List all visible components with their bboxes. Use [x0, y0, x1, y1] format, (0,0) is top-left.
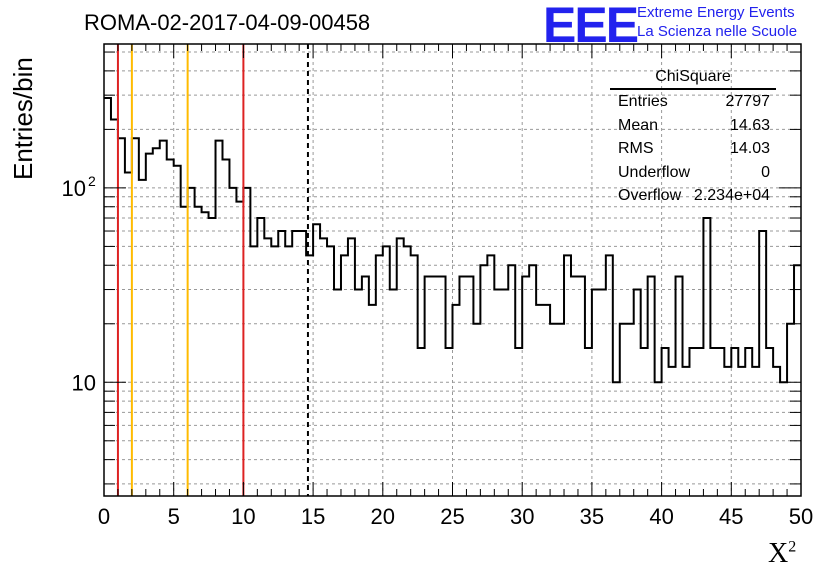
stats-value: 27797 — [725, 93, 771, 110]
marker-lines — [116, 44, 309, 496]
x-tick-label: 20 — [371, 504, 395, 529]
x-tick-label: 35 — [580, 504, 604, 529]
stats-value: 14.03 — [729, 140, 770, 157]
x-tick-label: 0 — [98, 504, 110, 529]
stats-title: ChiSquare — [610, 68, 776, 90]
stats-row-mean: Mean 14.63 — [610, 114, 778, 138]
stats-key: Overflow — [618, 187, 682, 204]
stats-row-rms: RMS 14.03 — [610, 137, 778, 161]
eee-logo-mark: EEE — [543, 0, 639, 53]
stats-value: 0 — [761, 163, 770, 181]
stats-value: 2.234e+04 — [693, 187, 770, 204]
stats-row-underflow: Underflow 0 — [610, 161, 778, 185]
y-tick-label-sup: 2 — [88, 173, 96, 189]
stats-row-overflow: Overflow 2.234e+04 — [610, 184, 778, 208]
logo-line-2: La Scienza nelle Scuole — [637, 23, 798, 40]
y-tick-label: 10 — [72, 370, 96, 395]
x-axis-label-base: X — [768, 538, 789, 569]
logo-line-1: Extreme Energy Events — [637, 4, 795, 21]
stats-key: Underflow — [618, 163, 691, 181]
x-tick-label: 10 — [231, 504, 255, 529]
stats-key: Entries — [618, 93, 668, 110]
histogram-step-line — [104, 97, 801, 384]
histogram-bars — [104, 97, 801, 384]
y-axis-label: Entries/bin — [8, 57, 38, 180]
y-tick-label: 10 — [62, 176, 86, 201]
x-tick-label: 5 — [168, 504, 180, 529]
x-tick-label: 25 — [440, 504, 464, 529]
stats-value: 14.63 — [729, 116, 770, 134]
x-tick-label: 40 — [649, 504, 673, 529]
stats-key: Mean — [618, 116, 659, 134]
x-tick-label: 50 — [789, 504, 813, 529]
x-tick-label: 15 — [301, 504, 325, 529]
axes — [103, 43, 802, 497]
x-tick-label: 30 — [510, 504, 534, 529]
stats-row-entries: Entries 27797 — [610, 90, 778, 114]
stats-key: RMS — [618, 140, 654, 157]
stats-box: ChiSquare Entries 27797 Mean 14.63 RMS 14.0… — [610, 68, 778, 208]
plot-title: ROMA-02-2017-04-09-00458 — [84, 10, 371, 35]
x-axis-label: X2 — [768, 538, 796, 570]
x-axis-label-sup: 2 — [788, 538, 797, 556]
x-tick-label: 45 — [719, 504, 743, 529]
